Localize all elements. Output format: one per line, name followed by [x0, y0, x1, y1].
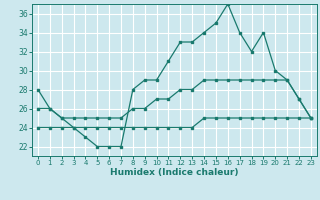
X-axis label: Humidex (Indice chaleur): Humidex (Indice chaleur): [110, 168, 239, 177]
